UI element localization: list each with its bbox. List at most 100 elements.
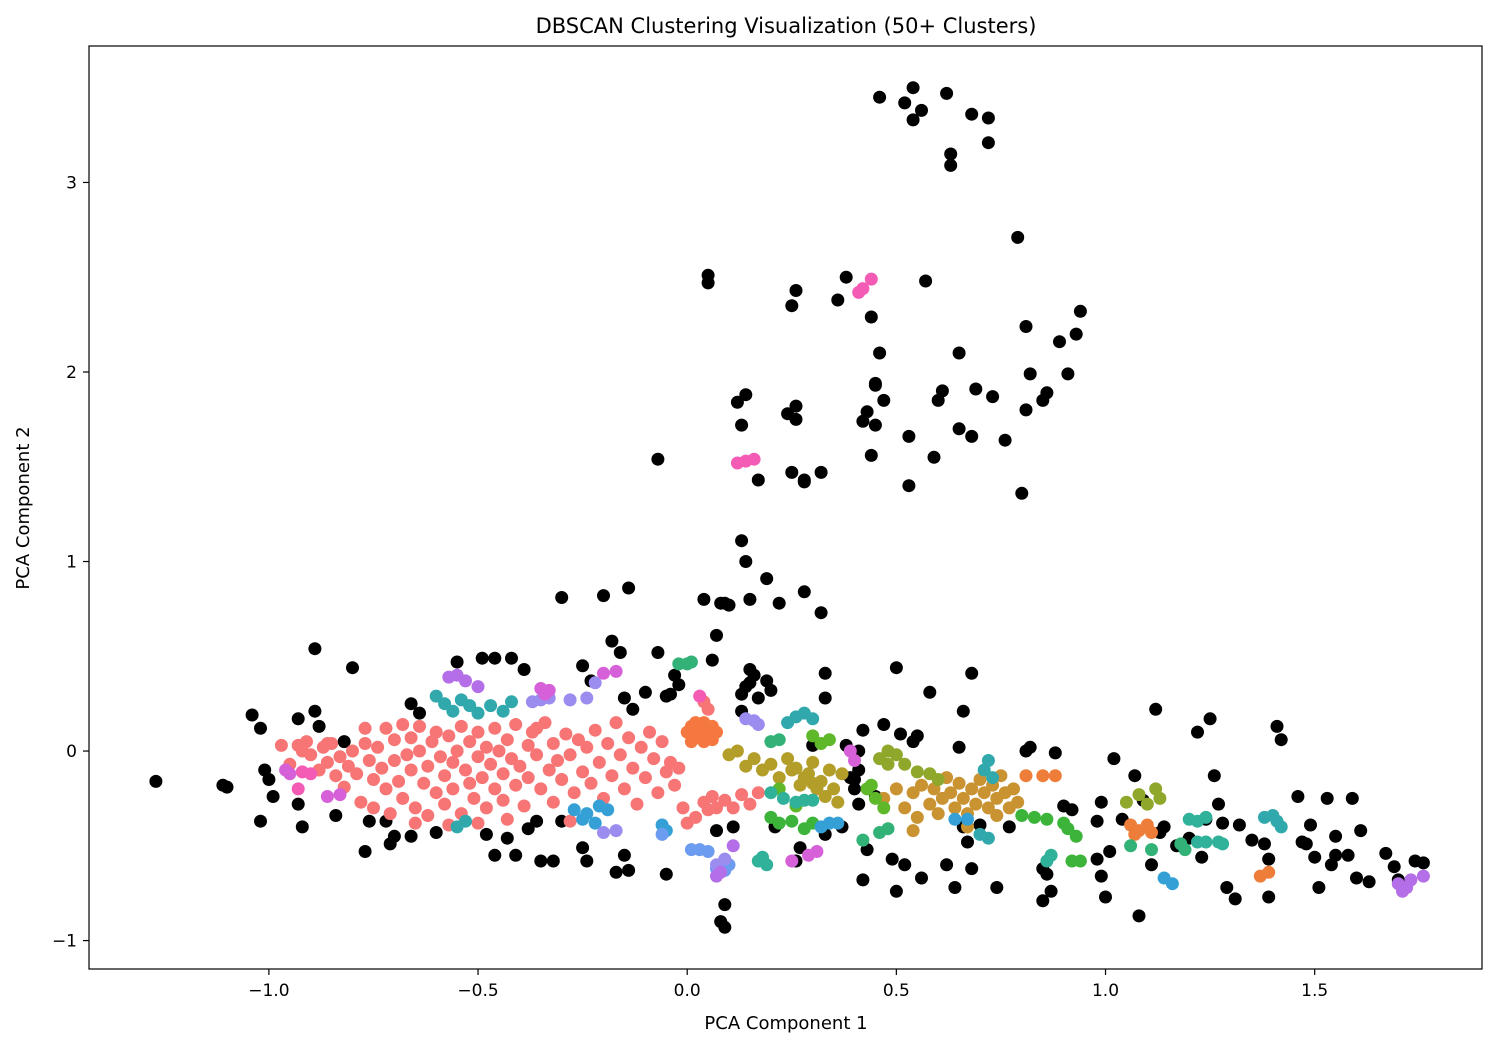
y-tick-label: 0 [66, 742, 77, 762]
data-point [1387, 860, 1401, 874]
data-point [291, 712, 305, 726]
data-point [367, 801, 380, 815]
data-point [413, 706, 426, 720]
data-point [588, 676, 602, 690]
data-point [505, 695, 518, 709]
data-point [797, 585, 811, 599]
data-point [576, 841, 590, 855]
data-point [521, 738, 535, 752]
data-point [362, 814, 376, 828]
data-point [1258, 837, 1271, 851]
plot-frame [88, 45, 1483, 970]
data-point [747, 752, 761, 766]
data-point [806, 755, 820, 769]
x-tick-label: −0.5 [457, 981, 498, 1001]
data-point [463, 776, 477, 790]
data-point [500, 831, 514, 845]
data-point [664, 687, 677, 701]
data-point [1019, 320, 1033, 333]
data-point [730, 395, 744, 409]
data-point [915, 103, 928, 117]
data-point [446, 755, 460, 769]
data-point [1053, 335, 1066, 349]
data-point [450, 744, 464, 758]
data-point [454, 719, 468, 733]
data-point [1274, 820, 1288, 834]
data-point [902, 479, 916, 493]
data-point [739, 388, 753, 402]
data-point [500, 733, 514, 747]
data-point [965, 862, 979, 876]
data-point [751, 691, 765, 705]
data-point [421, 759, 435, 773]
data-point [379, 721, 393, 735]
data-point [1299, 837, 1313, 851]
data-point [944, 786, 958, 800]
data-point [408, 816, 422, 830]
data-point [735, 534, 749, 548]
data-point [509, 848, 523, 862]
data-point [935, 384, 949, 398]
data-point [567, 803, 581, 817]
data-point [1090, 852, 1104, 866]
data-point [776, 791, 790, 805]
data-point [906, 824, 920, 838]
data-point [689, 810, 703, 824]
data-point [1019, 769, 1033, 783]
data-point [471, 750, 485, 764]
data-point [647, 752, 661, 766]
data-point [1178, 843, 1192, 857]
data-point [693, 689, 707, 703]
data-point [404, 697, 418, 711]
data-point [609, 716, 623, 730]
data-point [965, 782, 979, 796]
data-point [806, 793, 820, 807]
data-point [588, 816, 602, 830]
data-point [479, 740, 493, 754]
data-point [986, 771, 1000, 785]
data-point [651, 786, 665, 800]
data-point [563, 693, 577, 707]
data-point [220, 780, 234, 794]
data-point [429, 689, 443, 703]
data-point [530, 814, 544, 828]
data-point [751, 473, 765, 487]
data-point [492, 744, 506, 758]
data-point [877, 718, 891, 731]
data-point [1065, 803, 1079, 817]
data-point [484, 699, 498, 713]
data-point [392, 774, 406, 788]
data-point [367, 773, 380, 786]
data-point [1061, 822, 1075, 836]
data-point [718, 793, 732, 807]
data-point [789, 412, 803, 426]
data-point [898, 96, 912, 110]
data-point [404, 829, 418, 843]
data-point [546, 795, 560, 809]
data-point [906, 786, 920, 800]
data-point [705, 790, 719, 803]
data-point [915, 778, 928, 792]
x-tick-label: −1.0 [248, 981, 289, 1001]
data-point [730, 744, 744, 758]
data-point [580, 740, 594, 754]
data-point [1132, 909, 1146, 923]
data-point [1228, 892, 1242, 906]
data-point [1312, 881, 1326, 894]
data-point [726, 820, 740, 834]
data-point [571, 733, 585, 747]
data-point [1220, 881, 1234, 894]
data-point [555, 773, 569, 786]
data-point [948, 812, 962, 826]
data-point [622, 581, 636, 595]
data-point [701, 845, 715, 858]
data-point [513, 759, 527, 773]
data-point [371, 740, 385, 754]
data-point [546, 737, 560, 750]
data-point [1040, 812, 1054, 826]
data-point [710, 801, 723, 815]
data-point [1094, 795, 1108, 809]
data-point [496, 793, 510, 807]
data-point [1216, 816, 1230, 830]
